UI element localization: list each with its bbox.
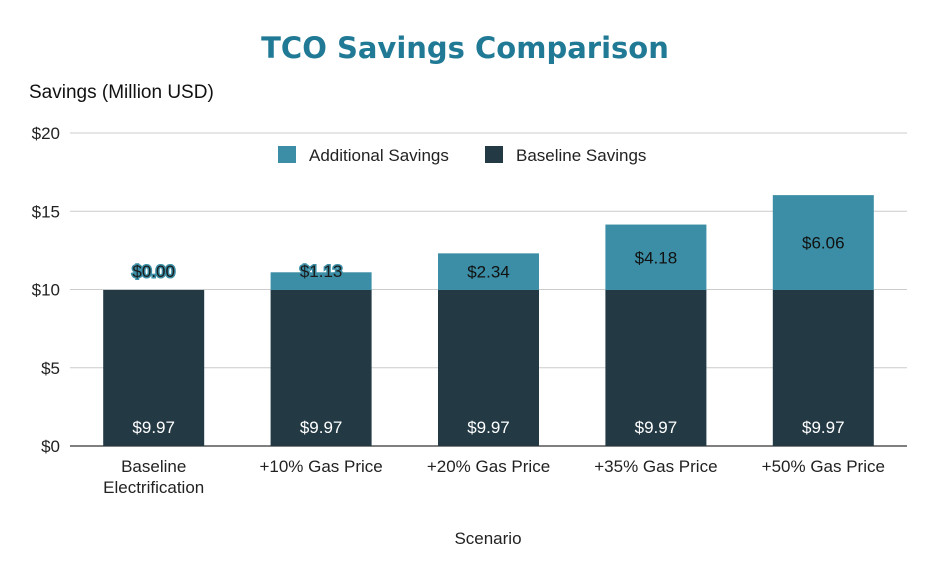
x-tick-label: Baseline Electrification	[103, 457, 204, 497]
y-tick-label: $15	[32, 202, 60, 221]
data-label-baseline: $9.97	[132, 418, 175, 437]
y-tick-label: $10	[32, 281, 60, 300]
y-tick-label: $5	[41, 359, 60, 378]
bar-additional-savings	[605, 224, 707, 290]
legend-swatch	[485, 146, 503, 163]
bar-additional-savings	[438, 253, 539, 290]
data-labels: $9.97 $0.00 $9.97 $1.13 $9.97 $2.34 $9.97 $4.18…	[131, 234, 845, 437]
x-tick-label-line: +50% Gas Price	[762, 457, 885, 476]
data-label-additional: $6.06	[802, 234, 845, 253]
bar-baseline-savings	[772, 289, 874, 446]
bars	[103, 195, 874, 446]
bar-baseline-savings	[103, 289, 205, 446]
data-label-additional: $0.00	[132, 262, 175, 281]
x-tick-label: +35% Gas Price	[594, 457, 717, 476]
legend: Additional Savings Baseline Savings	[278, 146, 646, 165]
x-tick-label: +50% Gas Price	[762, 457, 885, 476]
data-label-additional: $1.13	[300, 262, 343, 281]
data-label-additional: $2.34	[467, 263, 510, 282]
bar-additional-savings	[270, 272, 372, 290]
y-tick-label: $20	[32, 124, 60, 143]
legend-label: Baseline Savings	[516, 146, 646, 165]
data-label-baseline: $9.97	[467, 418, 510, 437]
legend-label: Additional Savings	[309, 146, 449, 165]
data-label-baseline: $9.97	[300, 418, 343, 437]
x-tick-label-line: +10% Gas Price	[259, 457, 382, 476]
x-axis-label: Scenario	[454, 529, 521, 548]
bar-baseline-savings	[270, 289, 372, 446]
data-label-baseline: $9.97	[635, 418, 678, 437]
bar-additional-savings	[772, 195, 874, 290]
x-tick-label: +20% Gas Price	[427, 457, 550, 476]
legend-swatch	[278, 146, 296, 163]
data-label-baseline: $9.97	[802, 418, 845, 437]
data-label-additional: $4.18	[635, 248, 678, 267]
y-tick-label: $0	[41, 437, 60, 456]
x-tick-labels: Baseline Electrification +10% Gas Price +20…	[103, 457, 885, 497]
bar-baseline-savings	[605, 289, 707, 446]
x-tick-label-line: +35% Gas Price	[594, 457, 717, 476]
x-tick-label: +10% Gas Price	[259, 457, 382, 476]
y-axis-label: Savings (Million USD)	[29, 82, 214, 103]
x-tick-label-line: Electrification	[103, 478, 204, 497]
x-tick-label-line: Baseline	[121, 457, 186, 476]
chart-title: TCO Savings Comparison	[261, 31, 669, 65]
x-tick-label-line: +20% Gas Price	[427, 457, 550, 476]
bar-baseline-savings	[438, 289, 539, 446]
